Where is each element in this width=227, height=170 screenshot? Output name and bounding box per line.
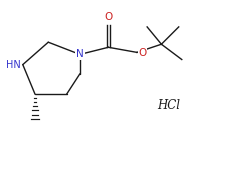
Text: HCl: HCl — [157, 99, 180, 112]
Text: O: O — [104, 12, 113, 22]
Text: HN: HN — [6, 60, 21, 70]
Text: N: N — [76, 49, 84, 60]
Text: O: O — [138, 48, 147, 58]
